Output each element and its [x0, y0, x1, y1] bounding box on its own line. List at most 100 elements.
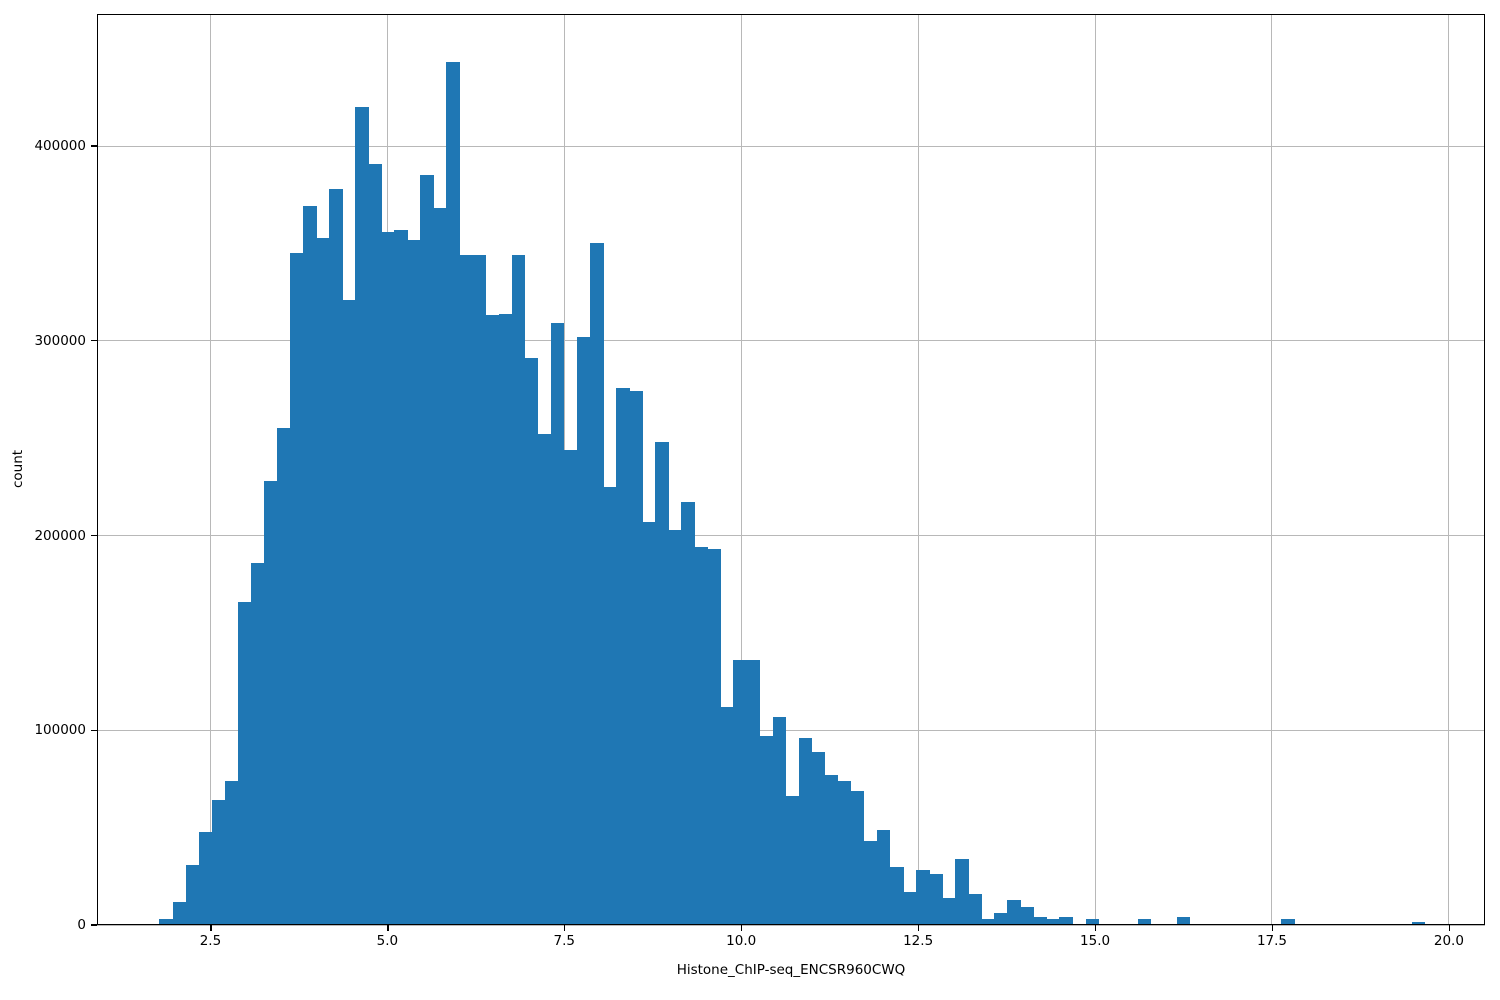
histogram-bar	[1046, 919, 1061, 925]
histogram-bar	[1176, 917, 1191, 925]
y-gridline	[97, 145, 1485, 147]
histogram-bar	[198, 831, 213, 925]
histogram-bar	[615, 387, 630, 925]
histogram-bar	[942, 897, 956, 925]
histogram-bar	[342, 299, 356, 925]
histogram-bar	[316, 237, 330, 925]
histogram-bar	[1059, 917, 1074, 925]
y-tick-label: 0	[77, 917, 86, 933]
histogram-bar	[850, 790, 865, 925]
x-tick-label: 20.0	[1433, 933, 1464, 949]
histogram-bar	[994, 913, 1008, 925]
histogram-bar	[1007, 899, 1021, 925]
histogram-bar	[694, 547, 708, 925]
x-tick-label: 17.5	[1256, 933, 1287, 949]
histogram-bar	[929, 874, 943, 925]
y-gridline	[97, 729, 1485, 731]
x-tick-label: 12.5	[903, 933, 934, 949]
histogram-bar	[655, 442, 669, 925]
x-gridline	[209, 14, 211, 925]
histogram-bar	[381, 231, 395, 925]
y-gridline	[97, 340, 1485, 342]
histogram-bar	[224, 780, 239, 925]
x-tick-mark	[1448, 925, 1451, 931]
y-tick-mark	[91, 534, 97, 537]
histogram-bar	[772, 716, 787, 925]
histogram-bar	[524, 358, 539, 925]
x-gridline	[1448, 14, 1450, 925]
histogram-bar	[1411, 922, 1426, 925]
histogram-bar	[981, 919, 995, 925]
x-tick-mark	[1271, 925, 1274, 931]
histogram-bar	[785, 796, 800, 925]
y-axis-label: count	[10, 449, 26, 489]
histogram-bar	[563, 449, 578, 925]
histogram-bar	[863, 841, 878, 925]
histogram-bar	[263, 481, 278, 925]
histogram-bar	[289, 253, 304, 925]
histogram-bar	[394, 229, 408, 925]
histogram-bar	[576, 336, 591, 925]
y-tick-mark	[91, 924, 97, 926]
histogram-bar	[550, 323, 565, 925]
histogram-bar	[746, 660, 761, 925]
x-gridline	[740, 14, 742, 925]
y-tick-mark	[91, 145, 97, 147]
histogram-bar	[876, 829, 891, 925]
y-tick-mark	[91, 729, 97, 731]
x-tick-label: 5.0	[376, 933, 399, 949]
histogram-bar	[707, 549, 721, 925]
histogram-bar	[915, 870, 930, 925]
y-tick-label: 100000	[34, 722, 86, 739]
y-gridline	[97, 924, 1485, 926]
histogram-bar	[681, 502, 695, 925]
x-tick-mark	[210, 925, 212, 931]
histogram-bar	[733, 660, 747, 925]
x-tick-mark	[1095, 925, 1097, 931]
histogram-bar	[602, 486, 617, 925]
histogram-bar	[824, 775, 839, 925]
histogram-bar	[185, 864, 200, 925]
histogram-bar	[955, 858, 969, 925]
histogram-bar	[407, 239, 421, 925]
histogram-bar	[537, 434, 552, 925]
histogram-bar	[837, 780, 852, 925]
x-tick-label: 2.5	[199, 933, 222, 949]
histogram-bar	[420, 175, 434, 925]
histogram-bar	[902, 891, 917, 925]
histogram-bar	[889, 866, 904, 925]
x-gridline	[1094, 14, 1096, 925]
x-tick-label: 15.0	[1080, 933, 1111, 949]
histogram-bar	[276, 428, 291, 925]
histogram-bar	[446, 62, 461, 925]
x-tick-mark	[741, 925, 743, 931]
histogram-bar	[433, 208, 448, 925]
y-tick-label: 200000	[34, 527, 86, 544]
histogram-bar	[642, 521, 656, 925]
plot-area	[97, 14, 1485, 926]
histogram-bar	[159, 919, 174, 925]
y-gridline	[97, 535, 1485, 537]
histogram-bar	[798, 738, 813, 925]
x-axis-label: Histone_ChIP-seq_ENCSR960CWQ	[676, 962, 906, 978]
histogram-bar	[1085, 919, 1100, 925]
histogram-bar	[329, 188, 343, 925]
histogram-bar	[1020, 907, 1034, 925]
histogram-bar	[759, 736, 774, 925]
histogram-bar	[968, 893, 982, 925]
x-tick-mark	[387, 925, 389, 931]
histogram-bar	[1137, 919, 1152, 925]
y-tick-label: 300000	[34, 332, 86, 349]
x-gridline	[917, 14, 919, 925]
histogram-bar	[237, 601, 252, 925]
x-tick-label: 7.5	[553, 933, 576, 949]
x-gridline	[1271, 14, 1273, 925]
histogram-bar	[211, 800, 226, 925]
histogram-bar	[720, 706, 734, 925]
histogram-bar	[472, 255, 487, 925]
histogram-bar	[511, 255, 526, 925]
histogram-bar	[368, 163, 382, 925]
histogram-bar	[172, 901, 187, 925]
histogram-bar	[250, 562, 265, 925]
y-tick-mark	[91, 340, 97, 342]
